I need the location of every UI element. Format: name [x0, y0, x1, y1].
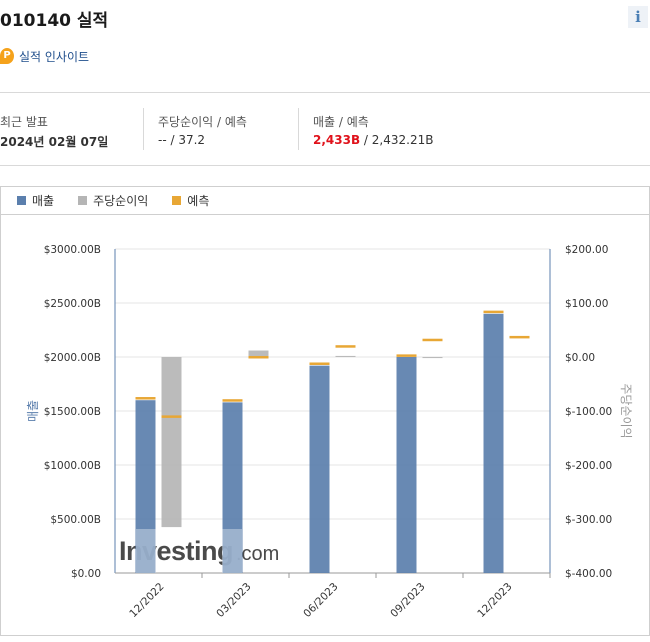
revenue-forecast-mark: [222, 399, 243, 402]
y-tick-right: $0.00: [565, 352, 595, 364]
watermark-suffix: .com: [236, 543, 279, 565]
revenue-bar: [483, 313, 504, 573]
revenue-bar: [309, 365, 330, 573]
revenue-bar: [396, 357, 417, 573]
watermark-overlay: [222, 529, 242, 573]
revenue-forecast: / 2,432.21B: [360, 133, 434, 147]
legend-swatch: [172, 196, 182, 205]
stat-eps: 주당순이익 / 예측 -- / 37.2: [158, 113, 247, 147]
earnings-chart: $0.00 $-400.00 $500.00B $-300.00 $1000.00B $-…: [26, 244, 633, 620]
stat-label: 주당순이익 / 예측: [158, 115, 247, 129]
y-tick-right: $-400.00: [565, 568, 612, 580]
earnings-insight-link[interactable]: P 실적 인사이트: [0, 47, 89, 65]
chart-legend: 매출 주당순이익 예측: [1, 187, 649, 215]
stat-latest-release: 최근 발표 2024년 02월 07일: [0, 113, 108, 150]
y-tick-left: $2500.00B: [44, 298, 101, 310]
y-tick-left: $1500.00B: [44, 406, 101, 418]
watermark-overlay: [136, 529, 156, 573]
x-tick-label: 12/2022: [127, 581, 166, 620]
y-tick-right: $-300.00: [565, 514, 612, 526]
revenue-bar: [222, 402, 243, 573]
y-axis-label-left: 매출: [26, 400, 40, 422]
info-icon[interactable]: i: [628, 6, 648, 28]
y-tick-left: $500.00B: [50, 514, 101, 526]
stat-value: 2024년 02월 07일: [0, 135, 109, 149]
stat-label: 최근 발표: [0, 115, 48, 129]
stat-value: 2,433B / 2,432.21B: [313, 133, 433, 147]
y-tick-left: $3000.00B: [44, 244, 101, 256]
revenue-forecast-mark: [135, 397, 156, 400]
revenue-forecast-mark: [309, 362, 330, 365]
y-tick-right: $100.00: [565, 298, 608, 310]
revenue-forecast-mark: [483, 310, 504, 314]
chart-panel: 매출 주당순이익 예측 $0.00 $-400.00 $500.00B $-300.0…: [0, 186, 650, 636]
y-tick-left: $1000.00B: [44, 460, 101, 472]
legend-label: 매출: [32, 194, 55, 208]
x-tick-label: 12/2023: [475, 581, 514, 620]
divider: [0, 165, 650, 166]
legend-swatch: [78, 196, 88, 205]
page-title: 010140 실적: [0, 11, 109, 31]
stat-value: -- / 37.2: [158, 133, 206, 147]
eps-forecast-mark: [248, 356, 269, 359]
stat-label: 매출 / 예측: [313, 115, 369, 129]
eps-bar: [161, 357, 182, 528]
legend-forecast[interactable]: 예측: [172, 192, 209, 209]
eps-forecast-mark: [422, 338, 443, 342]
legend-label: 주당순이익: [93, 194, 149, 208]
stat-separator: [298, 108, 299, 150]
x-tick-label: 03/2023: [214, 581, 253, 620]
eps-forecast-mark: [335, 345, 356, 348]
legend-label: 예측: [187, 194, 210, 208]
y-tick-right: $200.00: [565, 244, 608, 256]
y-tick-right: $-200.00: [565, 460, 612, 472]
insight-icon: P: [0, 48, 14, 64]
y-tick-left: $2000.00B: [44, 352, 101, 364]
y-tick-left: $0.00: [71, 568, 101, 580]
revenue-bar: [135, 400, 156, 573]
revenue-actual: 2,433B: [313, 133, 361, 147]
revenue-forecast-mark: [396, 354, 417, 357]
legend-revenue[interactable]: 매출: [17, 192, 54, 209]
x-tick-label: 09/2023: [388, 581, 427, 620]
insight-label: 실적 인사이트: [19, 49, 90, 64]
eps-bar: [335, 355, 356, 357]
x-tick-label: 06/2023: [301, 581, 340, 620]
eps-forecast-mark: [509, 335, 530, 339]
legend-eps[interactable]: 주당순이익: [78, 192, 148, 209]
y-axis-label-right: 주당순이익: [619, 383, 633, 438]
eps-forecast-mark: [161, 415, 182, 418]
stat-separator: [143, 108, 144, 150]
stat-revenue: 매출 / 예측 2,433B / 2,432.21B: [313, 113, 433, 147]
eps-bar: [248, 350, 269, 357]
eps-bar: [422, 357, 443, 359]
y-tick-right: $-100.00: [565, 406, 612, 418]
divider: [0, 92, 650, 93]
legend-swatch: [17, 196, 26, 205]
